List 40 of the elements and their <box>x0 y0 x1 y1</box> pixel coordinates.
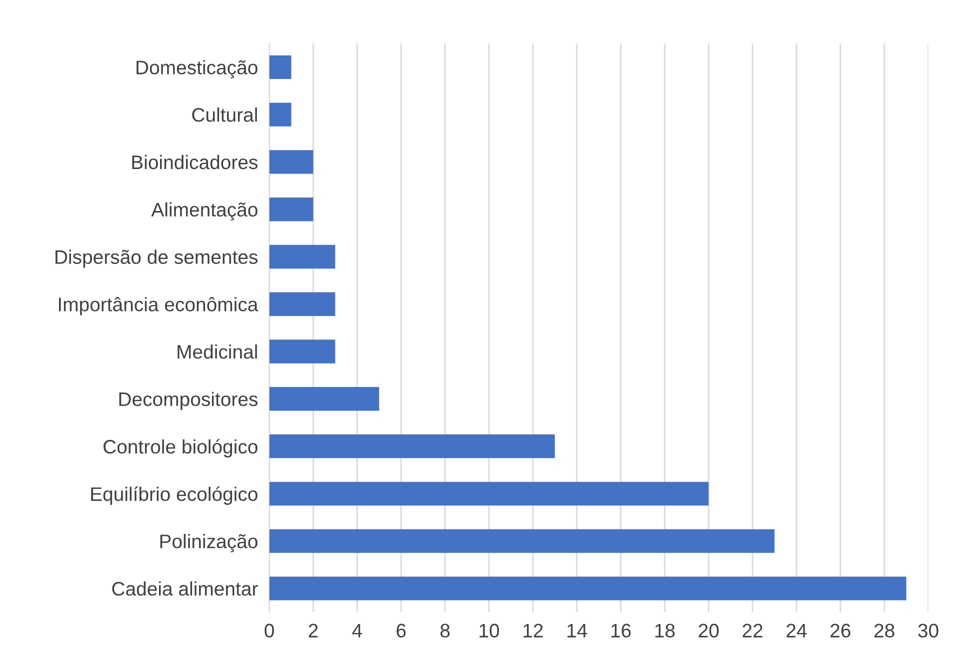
x-tick-label: 20 <box>698 624 719 638</box>
y-tick-label: Bioindicadores <box>132 154 258 170</box>
bar <box>269 292 336 316</box>
x-tick-label: 14 <box>567 624 588 638</box>
y-tick-label: Polinização <box>160 534 258 552</box>
x-tick-label: 12 <box>524 624 543 638</box>
x-tick-label: 22 <box>742 624 762 638</box>
y-tick-label: Dispersão de sementes <box>56 250 258 268</box>
y-tick-label: Alimentação <box>151 202 258 221</box>
y-tick-label: Domesticação <box>136 60 258 78</box>
x-tick-label: 18 <box>655 624 675 638</box>
x-tick-label: 10 <box>480 624 500 638</box>
bar <box>269 576 906 600</box>
bar <box>269 244 336 269</box>
x-tick-label: 24 <box>786 624 807 638</box>
x-tick-label: 26 <box>830 624 850 638</box>
x-tick-label: 2 <box>308 624 318 638</box>
x-tick-label: 8 <box>440 624 450 638</box>
bar <box>269 434 555 458</box>
bar <box>269 197 314 222</box>
bar <box>269 482 709 506</box>
y-tick-label: Medicinal <box>178 344 257 359</box>
bar <box>269 387 380 411</box>
bar <box>269 55 292 80</box>
y-tick-label: Decompositores <box>119 392 258 410</box>
x-tick-label: 30 <box>918 624 938 638</box>
y-tick-label: Controle biológico <box>104 439 258 458</box>
y-tick-label: Cultural <box>192 108 257 122</box>
bar <box>269 150 314 174</box>
x-tick-label: 6 <box>396 624 406 638</box>
bar <box>269 529 775 553</box>
y-tick-label: Equilíbrio ecológico <box>91 486 258 505</box>
x-tick-label: 16 <box>611 624 631 638</box>
x-tick-label: 28 <box>874 624 894 638</box>
bar <box>269 340 336 364</box>
y-tick-label: Importância econômica <box>58 297 258 316</box>
bar <box>269 102 292 126</box>
y-tick-label: Cadeia alimentar <box>112 581 258 596</box>
x-tick-label: 4 <box>352 624 362 638</box>
x-tick-label: 0 <box>264 624 274 638</box>
